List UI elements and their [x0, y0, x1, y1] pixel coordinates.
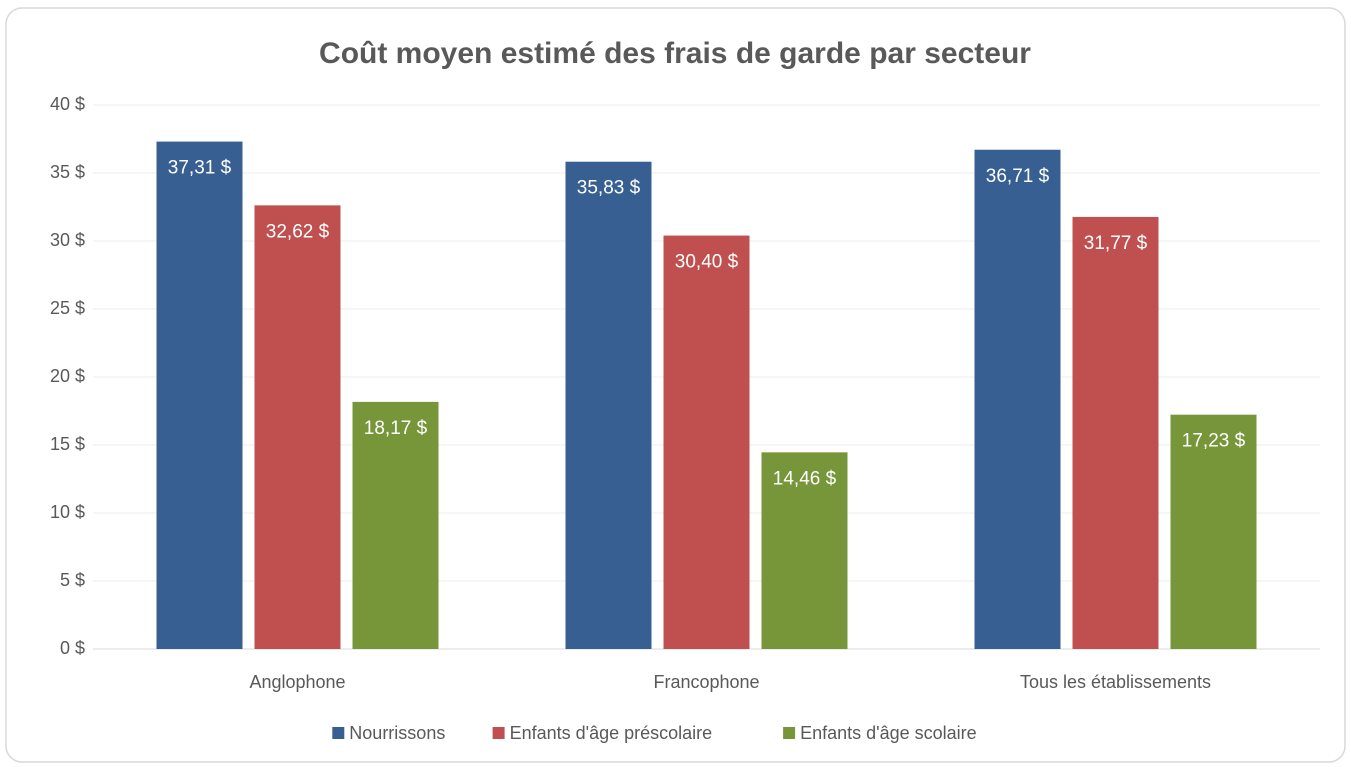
legend-label: Nourrissons [349, 723, 445, 743]
bar [761, 452, 848, 649]
value-label: 36,71 $ [986, 166, 1050, 187]
x-tick-label: Anglophone [249, 672, 345, 692]
value-label: 18,17 $ [364, 418, 428, 439]
value-label: 37,31 $ [168, 158, 232, 179]
value-label: 32,62 $ [266, 221, 330, 242]
bar [565, 161, 652, 649]
value-label: 35,83 $ [577, 178, 641, 199]
bar [352, 401, 439, 649]
value-label: 30,40 $ [675, 252, 739, 273]
bar [974, 149, 1061, 649]
y-tick-label: 40 $ [50, 94, 85, 114]
x-tick-label: Francophone [653, 672, 759, 692]
legend-label: Enfants d'âge scolaire [800, 723, 977, 743]
value-label: 17,23 $ [1182, 431, 1246, 452]
y-tick-label: 30 $ [50, 230, 85, 250]
legend-swatch [332, 727, 345, 739]
x-tick-label: Tous les établissements [1020, 672, 1211, 692]
chart-title: Coût moyen estimé des frais de garde par… [319, 37, 1031, 70]
bar [254, 205, 341, 650]
y-tick-label: 35 $ [50, 162, 85, 182]
legend-swatch [783, 727, 796, 739]
bar [1170, 414, 1257, 649]
bar [663, 235, 750, 649]
legend-label: Enfants d'âge préscolaire [510, 723, 713, 743]
bar [156, 141, 243, 650]
y-tick-label: 10 $ [50, 502, 85, 522]
legend-swatch [492, 727, 505, 739]
bar [1072, 216, 1159, 650]
y-tick-label: 20 $ [50, 366, 85, 386]
y-tick-label: 25 $ [50, 298, 85, 318]
y-tick-label: 15 $ [50, 434, 85, 454]
value-label: 31,77 $ [1084, 233, 1148, 254]
y-tick-label: 0 $ [60, 638, 85, 658]
value-label: 14,46 $ [773, 468, 837, 489]
y-tick-label: 5 $ [60, 570, 85, 590]
